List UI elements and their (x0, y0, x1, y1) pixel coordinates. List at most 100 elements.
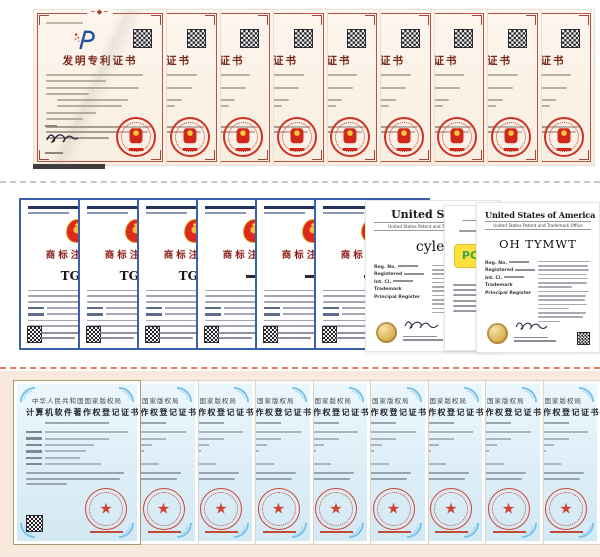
red-star-icon: ★ (559, 499, 573, 518)
copyright-note-text (26, 472, 128, 485)
text-line (146, 319, 230, 322)
text-line (264, 300, 327, 303)
corner-ornament-icon (525, 150, 536, 160)
text-line (46, 86, 139, 89)
qr-code (561, 29, 580, 48)
field-value-line (275, 431, 358, 434)
seal-date-line (147, 531, 181, 533)
authority-text-line (87, 206, 144, 209)
red-star-icon: ★ (501, 499, 516, 518)
field-value-line (515, 268, 536, 271)
text-line (537, 320, 561, 323)
field-value-line (160, 431, 243, 434)
national-emblem-icon (397, 128, 410, 144)
floral-corner-icon (579, 387, 594, 402)
authority-text-line (146, 206, 203, 209)
qr-code (507, 29, 527, 48)
text-line (26, 472, 124, 475)
field-value-line (102, 431, 186, 434)
national-emblem-icon (236, 128, 250, 144)
text-line (205, 325, 256, 328)
field-value-line (393, 280, 414, 283)
qr-code (86, 326, 101, 343)
text-line (46, 111, 96, 114)
text-line (264, 325, 315, 328)
text-line (146, 300, 209, 303)
corner-ornament-icon (418, 150, 429, 160)
field-label-line (26, 431, 43, 434)
national-emblem-icon (450, 128, 464, 144)
field-value-line (404, 272, 425, 275)
corner-ornament-icon (365, 150, 375, 160)
field-value-line (45, 444, 95, 446)
us-cert-footer (376, 315, 490, 343)
floral-corner-icon (234, 387, 249, 402)
text-line (46, 80, 107, 83)
authority-text-line (87, 211, 129, 214)
trademark-cert-title: 商标注册证 (45, 249, 109, 261)
issuing-authority-lines (323, 206, 421, 214)
seal-date-line (377, 531, 411, 533)
text-line (276, 337, 312, 339)
patent-cert-footer (312, 117, 424, 157)
corner-ornament-icon (151, 15, 161, 25)
floral-corner-icon (407, 387, 422, 402)
text-line (26, 477, 120, 480)
national-emblem-icon (504, 128, 517, 144)
field-label-line (28, 306, 44, 310)
text-line (99, 332, 150, 335)
text-line (537, 286, 572, 288)
signature-script-icon (404, 321, 439, 329)
field-value-line (45, 437, 109, 440)
text-line (335, 337, 371, 339)
corner-ornament-icon (311, 150, 322, 160)
field-label: Registered (485, 268, 514, 274)
certificate-number-line (46, 22, 83, 24)
copyright-red-star-seal-icon: ★ (200, 488, 242, 530)
field-value-line (45, 431, 128, 434)
official-red-seal-icon (169, 117, 210, 157)
official-red-seal-icon (116, 117, 156, 157)
field-reg-no: Reg. No. (374, 265, 426, 270)
qr-code (577, 332, 590, 345)
qr-code (26, 515, 43, 532)
text-line (158, 332, 209, 335)
field-label-line (26, 437, 43, 440)
field-value-line (398, 265, 419, 267)
copyright-red-star-seal-icon: ★ (315, 488, 357, 530)
us-trademark-certificate-oh-tymwt: United States of America United States P… (476, 202, 600, 353)
text-line (537, 316, 583, 318)
invention-patent-certificate: 发明专利证书 (33, 8, 167, 169)
field-value-line (505, 431, 588, 434)
seal-date-line (90, 531, 123, 533)
field-principal-register: Principal Register (485, 291, 532, 296)
field-trademark: Trademark (374, 287, 426, 292)
copyright-red-star-seal-icon: ★ (257, 488, 300, 530)
signature-caption-line (403, 335, 437, 338)
text-line (40, 332, 91, 335)
qr-code (347, 29, 366, 48)
registration-date-lines (217, 329, 268, 342)
national-emblem-icon (183, 128, 196, 144)
cnipa-logo-icon (74, 30, 95, 50)
field-label-line (87, 313, 103, 316)
text-line (46, 118, 83, 121)
field-label-line (146, 313, 162, 316)
director-signature (403, 315, 443, 343)
corner-ornament-icon (525, 15, 536, 25)
text-line (335, 332, 386, 335)
text-line (537, 307, 569, 310)
field-value-line (390, 431, 473, 434)
authority-text-line (323, 206, 380, 209)
field-label: Principal Register (374, 294, 421, 300)
registration-date-lines (40, 329, 91, 342)
field-label-line (87, 306, 103, 310)
commissioner-signature (45, 122, 81, 157)
official-red-seal-icon (276, 117, 317, 157)
row-divider-bottom (0, 367, 600, 369)
text-line (46, 74, 144, 76)
red-star-icon: ★ (156, 499, 171, 518)
field-row (26, 450, 128, 453)
text-line (323, 319, 407, 322)
